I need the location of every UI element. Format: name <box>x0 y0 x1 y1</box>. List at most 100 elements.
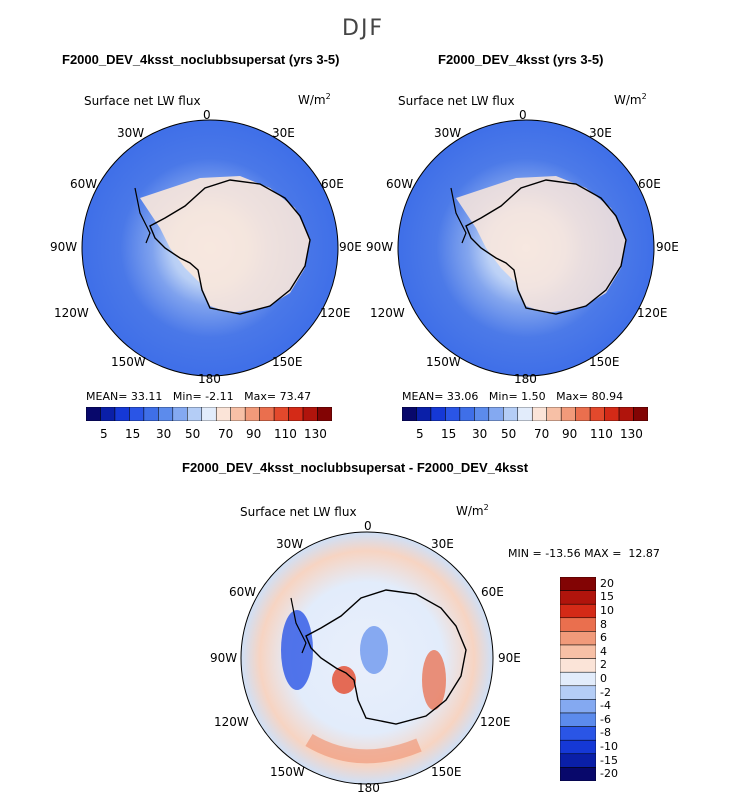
p2-lon-60w: 60W <box>386 177 414 191</box>
d-lon-90w: 90W <box>210 651 238 665</box>
p1-lon-150e: 150E <box>272 355 303 369</box>
season-title: DJF <box>342 16 385 41</box>
diff-colorbar-label: -10 <box>600 740 618 753</box>
panel2-peninsula <box>450 187 467 244</box>
diff-colorbar-label: 0 <box>600 672 607 685</box>
colorbar-swatch <box>546 407 562 421</box>
colorbar-swatch <box>474 407 490 421</box>
panel2-colorbar <box>402 407 648 421</box>
colorbar-swatch <box>158 407 174 421</box>
diff-colorbar-label: -2 <box>600 685 611 699</box>
diff-colorbar-label: 6 <box>600 631 607 645</box>
d-lon-30e: 30E <box>431 537 454 551</box>
p2-lon-120w: 120W <box>370 306 405 320</box>
colorbar-swatch <box>302 407 318 421</box>
panel1-colorbar <box>86 407 332 421</box>
panel1-stats: MEAN= 33.11 Min= -2.11 Max= 73.47 <box>86 390 312 403</box>
diff-colorbar-swatch <box>560 753 596 768</box>
colorbar-swatch <box>575 407 591 421</box>
cb2-label-6: 110 <box>590 427 613 441</box>
diff-colorbar-swatch <box>560 685 596 700</box>
diff-colorbar-swatch <box>560 644 596 659</box>
colorbar-swatch <box>288 407 304 421</box>
diff-peninsula <box>290 597 307 654</box>
diff-colorbar-label: -20 <box>600 767 618 781</box>
diff-coastline <box>305 589 467 725</box>
panel1-variable: Surface net LW flux <box>84 94 201 108</box>
colorbar-swatch <box>560 407 576 421</box>
panel2-variable: Surface net LW flux <box>398 94 515 108</box>
colorbar-swatch <box>215 407 231 421</box>
colorbar-swatch <box>503 407 519 421</box>
diff-colorbar-swatch <box>560 671 596 687</box>
diff-colorbar <box>560 577 596 781</box>
cb1-label-3: 50 <box>185 427 201 441</box>
diff-colorbar-label: -6 <box>600 712 611 726</box>
d-lon-0: 0 <box>364 519 372 533</box>
p2-lon-150w: 150W <box>426 355 461 369</box>
p1-lon-180: 180 <box>198 372 221 386</box>
diff-colorbar-swatch <box>560 658 596 673</box>
cb2-label-7: 130 <box>620 427 643 441</box>
cb2-label-2: 30 <box>472 427 488 441</box>
p1-lon-60e: 60E <box>321 177 344 191</box>
colorbar-swatch <box>187 407 203 421</box>
colorbar-swatch <box>604 407 620 421</box>
colorbar-swatch <box>488 407 504 421</box>
p2-lon-60e: 60E <box>638 177 661 191</box>
d-lon-150w: 150W <box>270 765 305 779</box>
d-lon-150e: 150E <box>431 765 462 779</box>
d-lon-30w: 30W <box>276 537 304 551</box>
diff-colorbar-swatch <box>560 767 596 781</box>
cb2-label-5: 90 <box>562 427 578 441</box>
panel1-peninsula <box>134 187 151 244</box>
colorbar-swatch <box>143 407 159 421</box>
diff-colorbar-label: -8 <box>600 726 611 740</box>
panel1-map <box>81 119 339 377</box>
p1-lon-60w: 60W <box>70 177 98 191</box>
d-lon-180: 180 <box>357 781 380 795</box>
p1-lon-90w: 90W <box>50 240 78 254</box>
colorbar-swatch <box>402 407 417 421</box>
diff-red-anomaly-2 <box>422 650 446 710</box>
diff-colorbar-swatch <box>560 617 596 632</box>
colorbar-swatch <box>618 407 634 421</box>
cb2-label-4: 70 <box>534 427 550 441</box>
panel1-coastline <box>149 179 311 315</box>
diff-variable: Surface net LW flux <box>240 505 357 519</box>
colorbar-swatch <box>172 407 188 421</box>
cb1-label-4: 70 <box>218 427 234 441</box>
p2-lon-90e: 90E <box>656 240 679 254</box>
d-lon-120w: 120W <box>214 715 249 729</box>
p1-lon-90e: 90E <box>339 240 362 254</box>
panel2-map <box>397 119 655 377</box>
diff-blue-anomaly <box>281 610 313 690</box>
colorbar-swatch <box>517 407 533 421</box>
diff-colorbar-swatch <box>560 712 596 727</box>
p1-lon-120w: 120W <box>54 306 89 320</box>
colorbar-swatch <box>114 407 130 421</box>
cb2-label-1: 15 <box>441 427 457 441</box>
colorbar-swatch <box>430 407 446 421</box>
colorbar-swatch <box>100 407 116 421</box>
d-lon-90e: 90E <box>498 651 521 665</box>
panel2-stats: MEAN= 33.06 Min= 1.50 Max= 80.94 <box>402 390 624 403</box>
diff-colorbar-label: -15 <box>600 753 618 767</box>
diff-colorbar-swatch <box>560 739 596 755</box>
diff-units: W/m2 <box>456 503 489 518</box>
colorbar-swatch <box>86 407 101 421</box>
p2-lon-180: 180 <box>514 372 537 386</box>
p1-lon-120e: 120E <box>320 306 351 320</box>
colorbar-swatch <box>273 407 289 421</box>
diff-red-band <box>305 733 422 764</box>
diff-colorbar-label: 15 <box>600 590 614 604</box>
colorbar-swatch <box>317 407 332 421</box>
p2-lon-120e: 120E <box>637 306 668 320</box>
p2-lon-150e: 150E <box>589 355 620 369</box>
diff-colorbar-label: -4 <box>600 699 611 713</box>
d-lon-120e: 120E <box>480 715 511 729</box>
d-lon-60w: 60W <box>229 585 257 599</box>
diff-map <box>240 531 494 785</box>
colorbar-swatch <box>589 407 605 421</box>
panel2-title: F2000_DEV_4ksst (yrs 3-5) <box>438 52 604 67</box>
